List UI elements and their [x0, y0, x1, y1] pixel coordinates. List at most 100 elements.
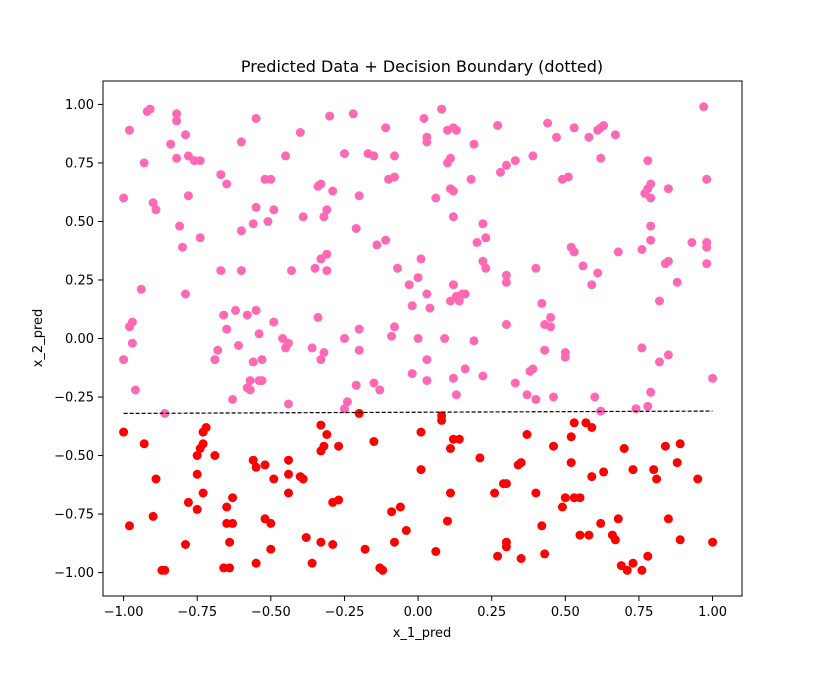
y-tick-label: −1.00 [54, 566, 94, 581]
data-point [660, 441, 670, 451]
data-point [448, 373, 458, 383]
data-point [181, 540, 190, 549]
data-point [501, 479, 511, 489]
data-point [404, 280, 414, 290]
data-point [407, 369, 417, 379]
data-point [266, 544, 276, 554]
data-point [407, 301, 417, 311]
data-point [130, 385, 140, 395]
data-point [387, 507, 397, 517]
data-point [183, 497, 193, 507]
data-point [216, 170, 226, 180]
data-point [354, 408, 364, 418]
data-point [422, 137, 432, 147]
data-point [257, 355, 267, 365]
data-point [348, 109, 358, 119]
data-point [281, 151, 291, 161]
data-point [222, 502, 232, 512]
data-point [431, 193, 441, 203]
data-point [263, 217, 273, 226]
data-point [481, 233, 491, 243]
data-point [569, 123, 579, 133]
data-point [646, 221, 656, 231]
data-point [390, 151, 399, 161]
data-point [469, 336, 479, 346]
x-tick-label: 1.00 [698, 605, 727, 620]
data-point [628, 465, 638, 475]
data-point [172, 109, 182, 119]
data-point [628, 558, 638, 568]
data-point [549, 441, 558, 451]
data-point [552, 132, 561, 142]
data-point [381, 235, 391, 245]
data-point [160, 408, 170, 418]
data-point [569, 247, 579, 257]
data-point [390, 172, 399, 182]
data-point [136, 284, 146, 294]
data-point [248, 219, 258, 229]
x-tick-label: −0.25 [325, 605, 365, 620]
data-point [475, 453, 485, 463]
data-point [257, 376, 267, 386]
x-tick-label: −1.00 [104, 605, 144, 620]
data-point [390, 322, 399, 332]
data-point [236, 226, 246, 236]
data-point [395, 502, 405, 512]
data-point [236, 137, 246, 147]
y-axis-label: x_2_pred [31, 309, 46, 368]
data-point [148, 511, 158, 521]
data-point [443, 158, 452, 168]
data-point [228, 493, 238, 503]
data-point [448, 212, 458, 222]
data-point [687, 238, 697, 247]
data-point [501, 542, 511, 552]
data-point [340, 334, 349, 343]
data-point [446, 296, 455, 306]
data-point [119, 193, 129, 203]
data-point [248, 357, 258, 367]
y-tick-label: −0.75 [54, 508, 94, 523]
data-point [416, 465, 426, 475]
data-point [236, 266, 246, 276]
data-point [375, 385, 385, 395]
data-point [543, 118, 553, 128]
data-point [425, 303, 435, 313]
data-point [699, 102, 709, 112]
data-point [360, 544, 370, 554]
data-point [549, 392, 558, 402]
data-point [201, 423, 211, 432]
data-point [284, 399, 293, 409]
data-point [466, 174, 476, 184]
data-point [242, 310, 252, 320]
data-point [522, 430, 532, 439]
data-point [448, 186, 458, 196]
data-point [322, 249, 332, 259]
data-point [381, 123, 391, 133]
data-point [316, 537, 326, 547]
data-point [587, 280, 597, 290]
data-point [619, 444, 629, 453]
data-point [266, 518, 276, 528]
data-point [340, 149, 349, 159]
data-point [287, 266, 296, 276]
data-point [284, 338, 293, 348]
data-point [646, 387, 656, 397]
data-point [646, 235, 656, 245]
data-point [643, 156, 653, 166]
y-tick-label: −0.50 [54, 449, 94, 464]
data-point [446, 444, 455, 453]
data-point [510, 156, 520, 166]
data-point [328, 540, 338, 549]
data-point [340, 404, 349, 414]
data-point [222, 324, 232, 334]
y-tick-label: 0.75 [65, 156, 94, 171]
data-point [446, 488, 455, 498]
data-point [210, 355, 220, 365]
data-point [646, 179, 656, 189]
data-point [637, 565, 647, 575]
data-point [590, 392, 600, 402]
data-point [652, 474, 662, 484]
data-point [443, 125, 452, 135]
